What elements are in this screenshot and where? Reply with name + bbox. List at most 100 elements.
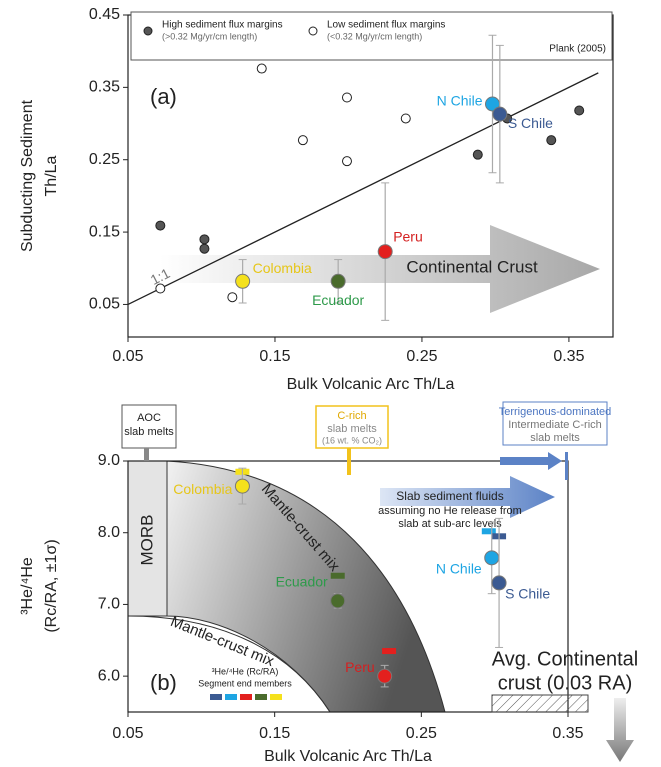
arc-label: N Chile	[437, 93, 483, 109]
aoc-box	[121, 404, 177, 449]
morb-label: MORB	[137, 515, 156, 566]
point	[546, 135, 557, 146]
x-tick-label: 0.25	[406, 348, 437, 365]
arc-point	[234, 478, 250, 494]
legend-entry: Low sediment flux margins	[327, 20, 445, 31]
panel-label: (a)	[150, 84, 177, 109]
terrigenous-tick	[565, 452, 568, 480]
arc-label: Ecuador	[312, 292, 364, 308]
y-tick-label: 0.35	[89, 79, 120, 96]
source: Plank (2005)	[549, 44, 606, 55]
y-tick-label: 7.0	[98, 596, 120, 613]
y-axis-label: Subducting Sediment	[19, 99, 36, 252]
y-tick-label: 0.45	[89, 6, 120, 23]
aoc-tick	[144, 448, 149, 461]
point	[341, 92, 352, 103]
point	[199, 234, 210, 245]
point	[341, 156, 352, 167]
arc-label: N Chile	[436, 561, 482, 577]
arrow-label: Continental Crust	[406, 257, 538, 276]
legend-title: ³He/⁴He (Rc/RA)	[212, 666, 279, 676]
legend-marker	[143, 26, 153, 36]
one-to-one-line	[127, 72, 599, 306]
note: assuming no He release from	[378, 505, 522, 517]
arc-label: Colombia	[253, 260, 312, 276]
y-tick-label: 8.0	[98, 524, 120, 541]
legend-title: Segment end members	[198, 678, 292, 688]
note: slab at sub-arc levels	[398, 518, 502, 530]
point	[227, 292, 238, 303]
legend-entry: (>0.32 Mg/yr/cm length)	[162, 31, 257, 41]
one-to-one-label: 1:1	[148, 265, 173, 288]
note: C-rich	[337, 410, 366, 422]
x-tick-label: 0.35	[552, 725, 583, 742]
legend-swatch	[240, 694, 252, 700]
note: (16 wt. % CO₂)	[322, 435, 382, 445]
x-tick-label: 0.15	[259, 348, 290, 365]
legend-swatch	[225, 694, 237, 700]
note: Avg. Continental	[492, 648, 638, 670]
end-member	[382, 648, 397, 655]
legend-entry: High sediment flux margins	[162, 20, 283, 31]
y-tick-label: 6.0	[98, 667, 120, 684]
x-tick-label: 0.25	[406, 725, 437, 742]
end-member	[481, 528, 496, 535]
point	[297, 135, 308, 146]
c-rich-tick	[347, 448, 351, 475]
note: crust (0.03 RA)	[498, 672, 632, 694]
down-arrow	[606, 698, 634, 762]
arc-label: Ecuador	[276, 574, 328, 590]
x-tick-label: 0.35	[553, 348, 584, 365]
arc-point	[330, 593, 346, 609]
legend-swatch	[210, 694, 222, 700]
x-tick-label: 0.05	[112, 348, 143, 365]
legend-box	[130, 11, 613, 61]
arc-label: Colombia	[173, 481, 232, 497]
y-tick-label: 9.0	[98, 452, 120, 469]
arc-label: Peru	[393, 228, 423, 244]
arc-point	[377, 668, 393, 684]
mix-curve	[127, 615, 331, 713]
y-axis-label: ³He/⁴He	[19, 557, 36, 615]
note: slab melts	[327, 423, 377, 435]
note: slab melts	[530, 432, 580, 444]
arc-label: S Chile	[505, 586, 550, 602]
legend-marker	[308, 26, 318, 36]
y-axis-label: (Rc/RA, ±1σ)	[43, 539, 60, 632]
note: Intermediate C-rich	[508, 419, 602, 431]
x-tick-label: 0.05	[112, 725, 143, 742]
note: slab melts	[124, 426, 174, 438]
x-axis-label: Bulk Volcanic Arc Th/La	[264, 748, 432, 765]
note: Terrigenous-dominated	[499, 406, 612, 418]
legend-swatch	[270, 694, 282, 700]
point	[155, 220, 166, 231]
x-tick-label: 0.15	[259, 725, 290, 742]
arc-point	[491, 575, 507, 591]
y-axis-label: Th/La	[43, 155, 60, 196]
y-tick-label: 0.15	[89, 223, 120, 240]
arc-point	[330, 273, 346, 289]
mixing-band	[166, 460, 446, 713]
point	[155, 283, 166, 294]
arc-label: Peru	[345, 659, 375, 675]
arc-point	[235, 273, 251, 289]
point	[199, 243, 210, 254]
end-member	[330, 572, 345, 579]
legend-swatch	[255, 694, 267, 700]
point	[472, 149, 483, 160]
arc-point	[484, 550, 500, 566]
arc-point	[492, 106, 508, 122]
point	[256, 63, 267, 74]
crust-arrow	[160, 225, 600, 313]
terrigenous-box	[502, 401, 608, 446]
note: AOC	[137, 412, 161, 424]
terrigenous-arrow	[500, 452, 562, 470]
panel-label: (b)	[150, 670, 177, 695]
fluids-arrow	[380, 476, 555, 518]
y-tick-label: 0.25	[89, 151, 120, 168]
arc-label: S Chile	[508, 115, 553, 131]
point	[400, 113, 411, 124]
arc-point	[377, 244, 393, 260]
note: Slab sediment fluids	[396, 489, 503, 503]
